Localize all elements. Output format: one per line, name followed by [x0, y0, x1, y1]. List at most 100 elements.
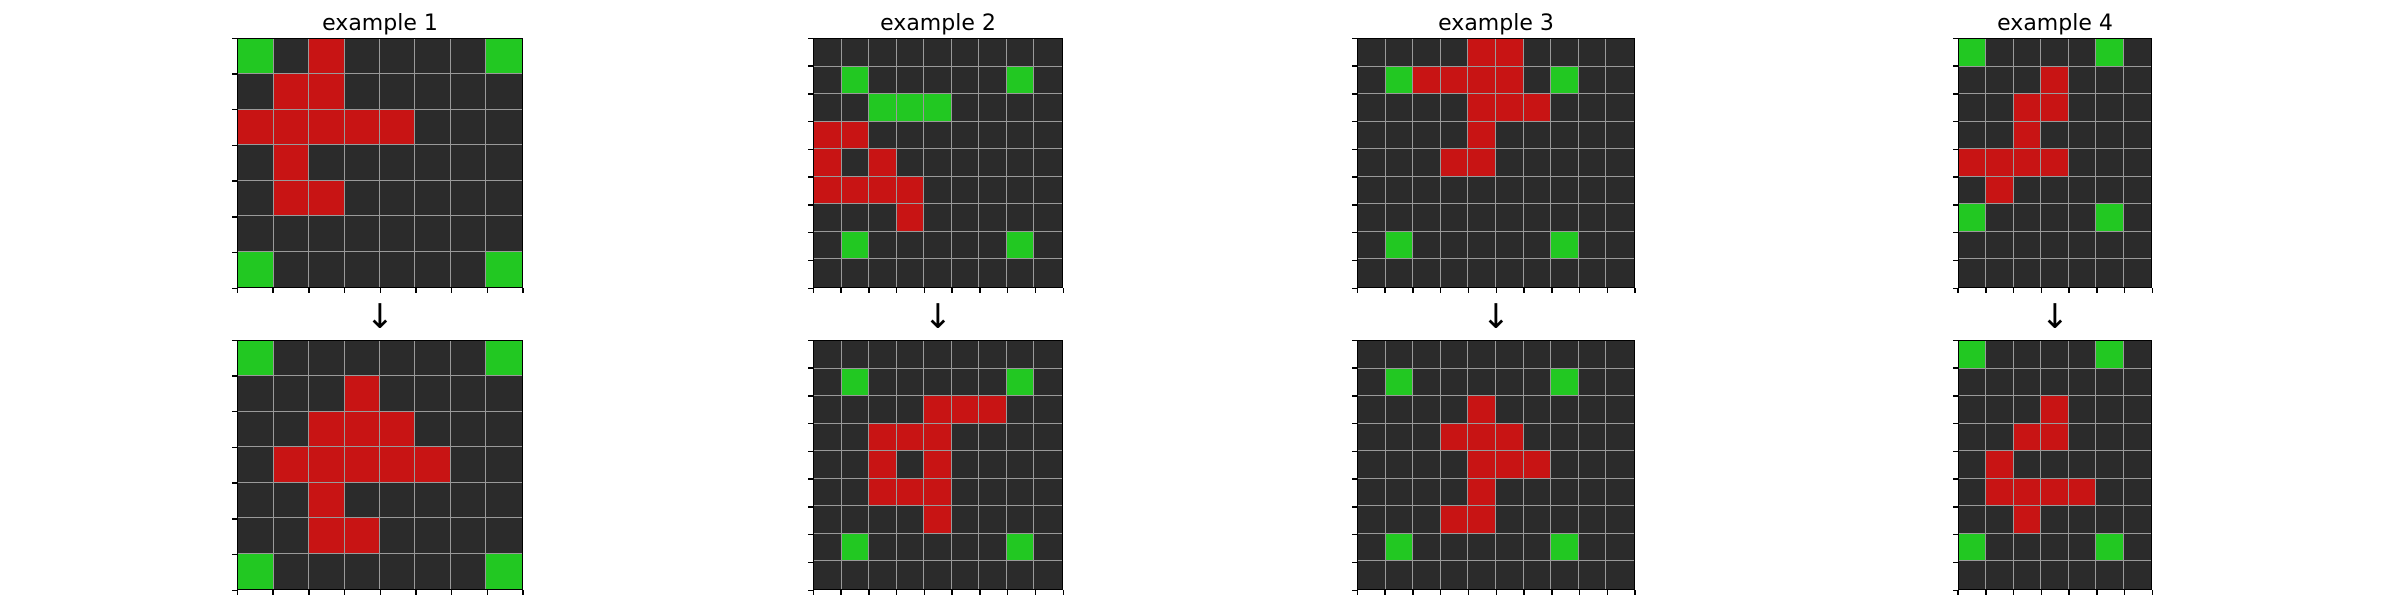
empty-cell — [1986, 121, 2014, 150]
empty-cell — [309, 216, 345, 252]
empty-cell — [1958, 423, 1987, 452]
green-cell — [1385, 533, 1414, 562]
input-grid — [237, 38, 523, 288]
empty-cell — [924, 533, 952, 562]
axis-tick — [1952, 533, 1958, 536]
red-cell — [379, 109, 416, 146]
empty-cell — [1385, 149, 1414, 177]
axis-tick — [1952, 478, 1958, 480]
red-cell — [924, 423, 952, 452]
green-cell — [2096, 39, 2124, 67]
empty-cell — [379, 553, 416, 589]
empty-cell — [1440, 478, 1469, 507]
empty-cell — [1385, 204, 1414, 232]
axis-tick — [1356, 288, 1359, 293]
green-cell — [896, 94, 925, 122]
empty-cell — [238, 74, 274, 110]
axis-tick — [232, 518, 238, 520]
empty-cell — [1495, 176, 1524, 205]
axis-tick — [1952, 422, 1958, 425]
output-grid — [237, 340, 523, 590]
empty-cell — [841, 259, 870, 287]
empty-cell — [1006, 478, 1035, 507]
axis-tick — [232, 251, 238, 254]
empty-cell — [2013, 259, 2042, 287]
axis-tick — [272, 288, 274, 293]
axis-tick — [522, 288, 524, 293]
empty-cell — [1034, 39, 1062, 67]
green-cell — [841, 533, 870, 562]
red-cell — [309, 74, 345, 110]
empty-cell — [1440, 561, 1469, 589]
red-cell — [2041, 478, 2069, 507]
empty-cell — [344, 553, 380, 589]
empty-cell — [1034, 204, 1062, 232]
axis-tick — [1352, 120, 1358, 123]
axis-tick — [808, 450, 813, 453]
empty-cell — [2013, 204, 2042, 232]
empty-cell — [2123, 368, 2152, 397]
axis-tick — [232, 287, 238, 289]
empty-cell — [1523, 561, 1552, 589]
empty-cell — [450, 376, 487, 412]
red-cell — [309, 447, 345, 483]
empty-cell — [2123, 423, 2152, 452]
empty-cell — [869, 561, 897, 589]
empty-cell — [450, 216, 487, 252]
empty-cell — [486, 145, 522, 181]
empty-cell — [2096, 423, 2124, 452]
empty-cell — [379, 376, 416, 412]
empty-cell — [1578, 506, 1607, 534]
red-cell — [1468, 94, 1496, 122]
empty-cell — [1986, 423, 2014, 452]
empty-cell — [2068, 39, 2097, 67]
empty-cell — [869, 231, 897, 260]
axis-tick — [2068, 590, 2070, 595]
axis-tick — [808, 367, 813, 369]
green-cell — [1385, 66, 1414, 95]
empty-cell — [869, 39, 897, 67]
axis-tick — [840, 288, 842, 293]
empty-cell — [2096, 451, 2124, 479]
axis-tick — [1952, 259, 1958, 262]
empty-cell — [273, 341, 310, 377]
red-cell — [1958, 149, 1987, 177]
empty-cell — [924, 176, 952, 205]
red-cell — [309, 109, 345, 146]
empty-cell — [344, 180, 380, 217]
empty-cell — [1958, 176, 1987, 205]
red-cell — [415, 447, 451, 483]
green-cell — [841, 66, 870, 95]
empty-cell — [896, 561, 925, 589]
empty-cell — [1413, 561, 1441, 589]
green-cell — [1551, 533, 1579, 562]
empty-cell — [1986, 39, 2014, 67]
empty-cell — [1413, 533, 1441, 562]
axis-tick — [1352, 148, 1358, 151]
empty-cell — [2123, 149, 2152, 177]
empty-cell — [273, 216, 310, 252]
axis-tick — [272, 590, 274, 595]
axis-tick — [1952, 204, 1958, 206]
empty-cell — [273, 376, 310, 412]
empty-cell — [1385, 478, 1414, 507]
empty-cell — [415, 376, 451, 412]
red-cell — [273, 74, 310, 110]
red-cell — [1468, 478, 1496, 507]
empty-cell — [1358, 176, 1386, 205]
axis-tick — [232, 553, 238, 556]
empty-cell — [896, 506, 925, 534]
empty-cell — [1034, 121, 1062, 150]
axis-tick — [1352, 176, 1358, 178]
axis-tick — [868, 288, 870, 293]
axis-tick — [1634, 590, 1636, 595]
axis-tick — [1352, 259, 1358, 262]
red-cell — [1468, 39, 1496, 67]
empty-cell — [2123, 176, 2152, 205]
axis-tick — [1352, 478, 1358, 480]
empty-cell — [1006, 341, 1035, 369]
empty-cell — [1495, 231, 1524, 260]
red-cell — [309, 180, 345, 217]
axis-tick — [1352, 37, 1358, 39]
axis-tick — [1495, 590, 1497, 595]
